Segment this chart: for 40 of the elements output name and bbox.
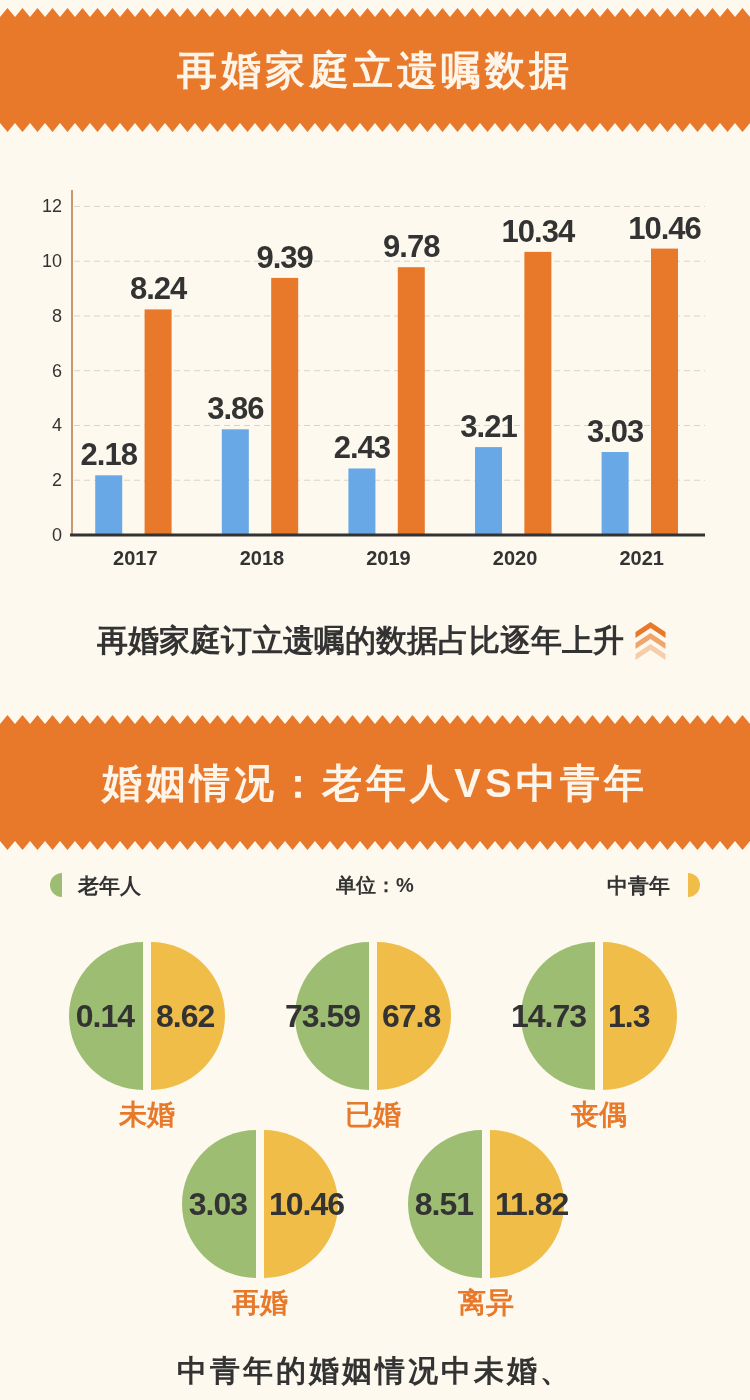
data-label: 2.18 (80, 437, 137, 473)
legend-label: 中青年 (607, 873, 670, 897)
y-tick-label: 6 (52, 360, 62, 381)
data-label: 3.21 (460, 409, 517, 445)
data-label: 8.51 (414, 1186, 473, 1222)
x-tick-label: 2017 (113, 547, 158, 569)
y-tick-label: 12 (41, 196, 62, 217)
annotation: 再婚家庭订立遗嘱的数据占比逐年上升 (96, 622, 624, 658)
category-label: 未婚 (119, 1098, 175, 1130)
data-label: 2.43 (333, 430, 391, 466)
y-tick-label: 8 (52, 305, 62, 326)
x-tick-label: 2020 (492, 547, 538, 569)
category-label: 已婚 (345, 1098, 401, 1130)
data-label: 10.46 (628, 210, 701, 246)
y-tick-label: 10 (41, 251, 62, 272)
data-label: 10.34 (501, 213, 575, 249)
data-label: 9.39 (256, 239, 313, 275)
data-label: 9.78 (383, 229, 440, 265)
data-label: 8.62 (156, 998, 215, 1034)
data-label: 67.8 (382, 998, 441, 1034)
data-label: 3.86 (207, 391, 264, 427)
category-label: 丧偶 (571, 1098, 627, 1130)
data-label: 0.14 (75, 998, 134, 1034)
legend-label: 老年人 (78, 873, 141, 897)
annotation: 单位：% (336, 874, 414, 896)
data-label: 3.03 (586, 414, 644, 450)
y-tick-label: 0 (52, 525, 62, 545)
category-label: 离异 (458, 1286, 514, 1318)
data-label: 3.03 (188, 1186, 247, 1222)
data-label: 1.3 (608, 998, 650, 1034)
x-tick-label: 2018 (239, 547, 285, 569)
y-tick-label: 4 (52, 415, 62, 436)
data-label: 8.24 (129, 271, 187, 307)
chart-title: 婚姻情况：老年人VS中青年 (102, 760, 648, 805)
x-tick-label: 2019 (366, 547, 411, 569)
category-label: 再婚 (232, 1286, 288, 1318)
annotation: 中青年的婚姻情况中未婚、 (177, 1353, 573, 1387)
x-tick-label: 2021 (619, 547, 664, 569)
chart-title: 再婚家庭立遗嘱数据 (177, 48, 573, 92)
y-tick-label: 2 (52, 470, 62, 491)
